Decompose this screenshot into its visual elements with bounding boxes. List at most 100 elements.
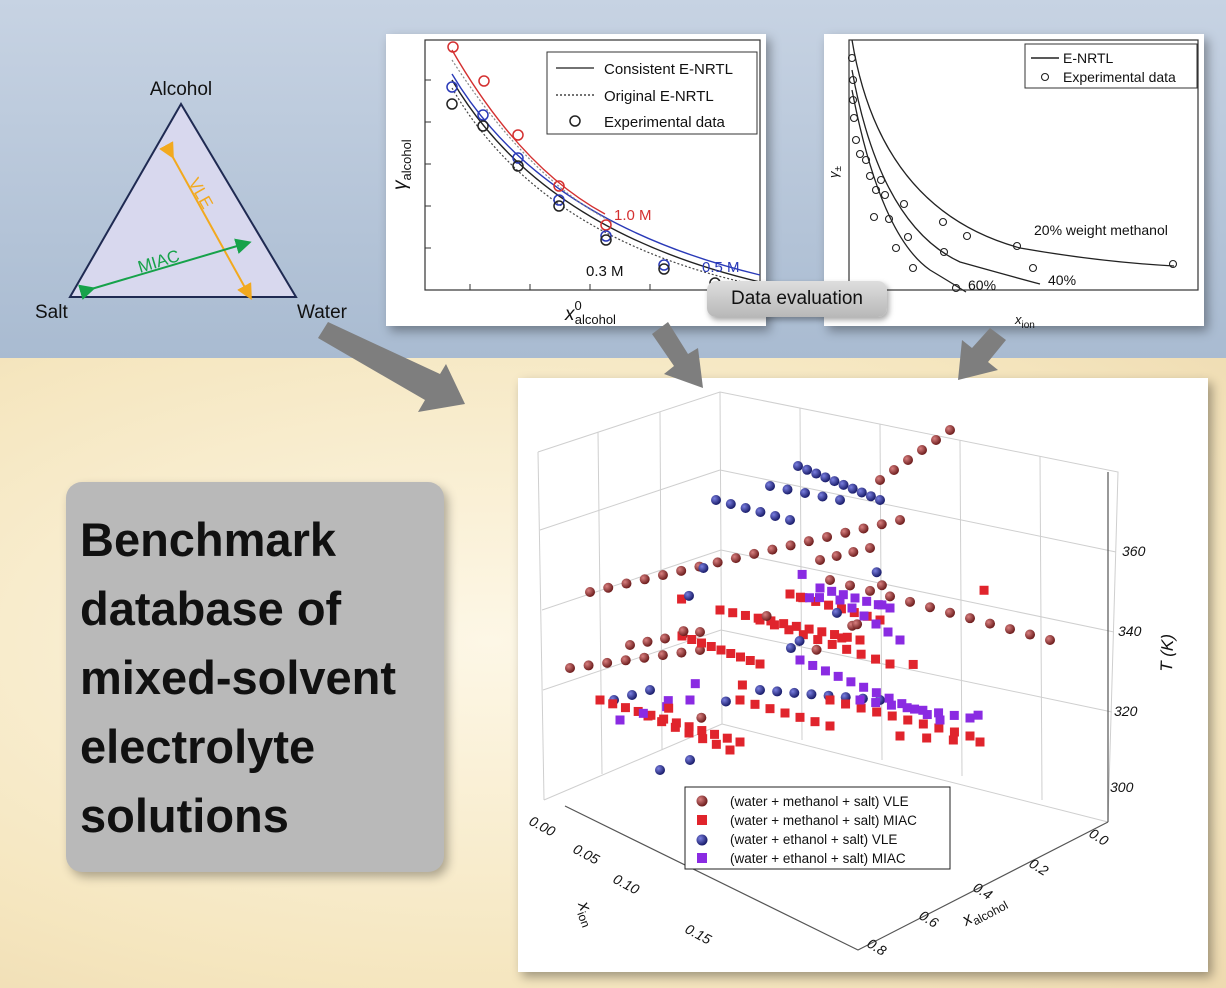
methanol-miac-point (837, 633, 847, 643)
ethanol-vle-point (755, 507, 766, 517)
scatter-legend-4: (water + ethanol + salt) MIAC (730, 851, 906, 866)
methanol-miac-point (670, 722, 680, 732)
ethanol-vle-point (800, 488, 810, 498)
ethanol-vle-point (772, 686, 783, 697)
methanol-miac-point (722, 733, 732, 743)
methanol-vle-point (905, 596, 915, 607)
methanol-vle-point (876, 580, 887, 591)
ethanol-vle-point (755, 685, 765, 695)
ethanol-miac-point (615, 715, 625, 725)
ethanol-miac-point (663, 696, 673, 706)
right-exp-points (847, 53, 1178, 293)
ethanol-vle-point (802, 464, 813, 475)
right-chart: E-NRTL Experimental data 20% weight meth… (826, 39, 1199, 331)
methanol-miac-point (856, 649, 866, 659)
methanol-miac-point (735, 737, 745, 747)
y-tick-015: 0.15 (683, 921, 715, 948)
methanol-vle-point (625, 640, 635, 650)
legend-consistent: Consistent E-NRTL (604, 61, 733, 78)
x-tick-00: 0.0 (1086, 825, 1111, 849)
methanol-vle-point (639, 574, 650, 585)
methanol-vle-point (825, 575, 835, 585)
methanol-miac-point (765, 704, 775, 714)
curve-20 (851, 39, 1175, 267)
methanol-vle-point (845, 580, 855, 591)
methanol-vle-point (583, 660, 594, 671)
methanol-vle-point (876, 519, 887, 530)
curve-1m (451, 49, 606, 215)
ethanol-vle-point (817, 491, 828, 502)
methanol-miac-point (715, 605, 725, 615)
scatter-legend-3: (water + ethanol + salt) VLE (730, 832, 897, 847)
ethanol-vle-point (789, 687, 800, 698)
left-legend-box (546, 51, 758, 135)
legend-enrtl: E-NRTL (1063, 50, 1114, 66)
methanol-miac-point (735, 695, 745, 705)
methanol-vle-point (811, 644, 822, 655)
ethanol-miac-point (902, 703, 912, 713)
methanol-miac-point (684, 728, 694, 738)
methanol-miac-point (697, 726, 707, 736)
methanol-miac-point (949, 727, 959, 737)
ethanol-vle-point (838, 479, 849, 490)
methanol-miac-point (711, 739, 721, 749)
right-ylabel: γ± (826, 166, 844, 179)
ethanol-vle-point (785, 643, 796, 654)
ethanol-vle-point (645, 685, 655, 695)
ethanol-miac-point (897, 699, 907, 709)
left-ylabel: γalcohol (390, 139, 414, 190)
ternary-left-label: Salt (35, 302, 68, 323)
y-axis-label: xion (571, 898, 600, 930)
ethanol-vle-point (720, 696, 731, 707)
methanol-miac-point (872, 707, 882, 717)
ethanol-miac-point (910, 704, 920, 714)
page-title: Benchmark database of mixed-solvent elec… (80, 505, 440, 850)
ethanol-vle-point (698, 563, 709, 574)
ethanol-miac-point (973, 710, 983, 720)
methanol-miac-point (620, 703, 630, 713)
methanol-vle-point (785, 540, 796, 551)
methanol-miac-point (706, 642, 716, 651)
ethanol-vle-point (740, 503, 751, 513)
methanol-vle-point (696, 712, 707, 723)
ethanol-miac-point (862, 596, 872, 606)
ethanol-miac-point (797, 569, 807, 579)
ethanol-miac-point (949, 710, 959, 720)
methanol-vle-point (925, 602, 935, 613)
methanol-miac-point (975, 737, 985, 747)
ethanol-miac-point (871, 688, 881, 698)
methanol-miac-point (795, 592, 805, 602)
legend-experimental: Experimental data (604, 114, 726, 131)
methanol-vle-point (678, 626, 689, 637)
methanol-vle-point (657, 570, 668, 581)
methanol-vle-point (945, 425, 955, 435)
methanol-miac-point (934, 723, 944, 733)
scatter-legend-box (684, 786, 951, 870)
y-tick-005: 0.05 (571, 841, 603, 868)
methanol-vle-point (1005, 624, 1015, 635)
methanol-vle-point (865, 543, 875, 553)
ethanol-vle-point (785, 515, 795, 525)
methanol-miac-point (745, 656, 755, 665)
ethanol-miac-point (820, 666, 830, 676)
methanol-miac-point (908, 659, 918, 669)
methanol-miac-point (922, 733, 932, 743)
scatter-3d-panel (518, 378, 1208, 972)
ethanol-miac-point (885, 603, 895, 613)
x-tick-08: 0.8 (864, 935, 889, 959)
ethanol-miac-point (835, 595, 845, 605)
methanol-vle-point (895, 515, 905, 525)
methanol-miac-point (785, 589, 795, 599)
methanol-miac-point (750, 699, 760, 709)
ethanol-vle-point (811, 468, 822, 479)
title-box (66, 482, 444, 872)
ethanol-miac-point (895, 635, 905, 645)
ethanol-miac-point (883, 627, 893, 637)
methanol-miac-point (855, 635, 865, 645)
methanol-miac-point (795, 712, 805, 722)
arrow-left-chart (652, 322, 703, 388)
methanol-vle-point (822, 531, 833, 542)
methanol-miac-point (643, 711, 653, 721)
methanol-miac-point (755, 615, 765, 625)
methanol-vle-point (585, 587, 595, 597)
